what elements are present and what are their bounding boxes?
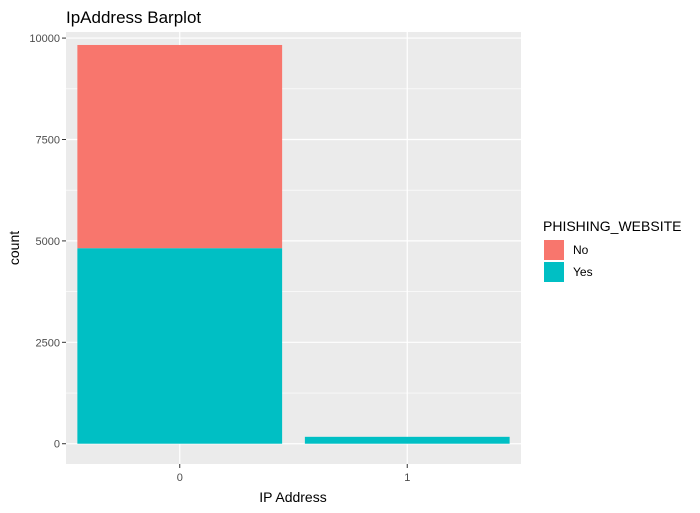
legend-key-no (544, 240, 564, 260)
y-tick-label: 5000 (36, 236, 60, 248)
legend-label-yes: Yes (573, 265, 593, 279)
legend-key-yes (544, 262, 564, 282)
legend-title: PHISHING_WEBSITE (543, 218, 681, 234)
legend-label-no: No (573, 243, 589, 257)
y-tick-label: 0 (54, 439, 60, 451)
y-tick-label: 2500 (36, 337, 60, 349)
y-axis: 0 2500 5000 7500 10000 (29, 33, 66, 451)
x-tick-label: 1 (404, 472, 410, 484)
bar-yes-1 (304, 436, 510, 444)
x-tick-label: 0 (177, 472, 183, 484)
bar-yes-0 (77, 248, 283, 444)
y-axis-title: count (6, 231, 22, 265)
y-tick-label: 10000 (29, 33, 60, 45)
x-axis-title: IP Address (259, 489, 326, 505)
chart-title: IpAddress Barplot (66, 8, 201, 27)
bars (77, 44, 510, 444)
legend: PHISHING_WEBSITE No Yes (543, 218, 681, 282)
legend-items: No Yes (544, 240, 593, 282)
y-tick-label: 7500 (36, 134, 60, 146)
bar-no-0 (77, 44, 283, 249)
